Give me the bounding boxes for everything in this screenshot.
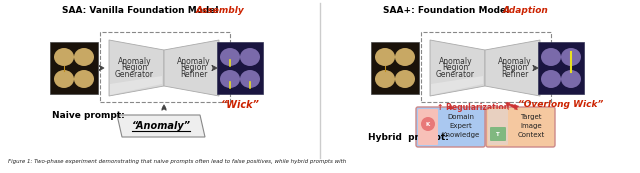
Text: Region: Region (442, 63, 468, 72)
Bar (371, 42, 419, 94)
Ellipse shape (541, 48, 561, 66)
Text: Region: Region (180, 63, 207, 72)
Ellipse shape (220, 48, 240, 66)
Circle shape (421, 117, 435, 131)
Polygon shape (430, 40, 485, 96)
Text: SAA: Vanilla Foundation Model: SAA: Vanilla Foundation Model (62, 6, 222, 15)
FancyBboxPatch shape (488, 109, 508, 145)
Text: Expert: Expert (450, 123, 472, 129)
Text: “Anomaly”: “Anomaly” (131, 121, 191, 131)
FancyBboxPatch shape (486, 107, 555, 147)
Ellipse shape (240, 70, 260, 88)
Text: Adaption: Adaption (502, 6, 548, 15)
Polygon shape (117, 115, 205, 137)
Polygon shape (110, 76, 162, 95)
Text: Anomaly: Anomaly (438, 57, 472, 66)
FancyBboxPatch shape (416, 107, 485, 147)
Ellipse shape (541, 70, 561, 88)
Text: Anomaly: Anomaly (177, 57, 211, 66)
Bar (538, 42, 584, 94)
Text: T: T (496, 131, 500, 136)
Text: Region: Region (122, 63, 148, 72)
Text: Anomaly: Anomaly (118, 57, 151, 66)
Text: SAA+: Foundation Model: SAA+: Foundation Model (383, 6, 513, 15)
Polygon shape (109, 40, 164, 96)
Polygon shape (164, 40, 219, 96)
Ellipse shape (395, 70, 415, 88)
Text: Figure 1: Two-phase experiment demonstrating that naive prompts often lead to fa: Figure 1: Two-phase experiment demonstra… (8, 160, 346, 165)
Text: Refiner: Refiner (180, 70, 207, 79)
Ellipse shape (240, 48, 260, 66)
Ellipse shape (375, 70, 395, 88)
Ellipse shape (395, 48, 415, 66)
FancyBboxPatch shape (490, 127, 506, 141)
Text: Region: Region (501, 63, 527, 72)
Ellipse shape (74, 48, 94, 66)
Text: Image: Image (520, 123, 542, 129)
Text: ↑ Regularization ↑: ↑ Regularization ↑ (437, 102, 518, 112)
Bar (50, 42, 98, 94)
Text: Context: Context (517, 132, 545, 138)
Text: K: K (426, 121, 430, 126)
Polygon shape (431, 76, 483, 95)
Ellipse shape (54, 70, 74, 88)
Text: Domain: Domain (447, 114, 474, 120)
Text: Anomaly: Anomaly (498, 57, 531, 66)
Text: Refiner: Refiner (501, 70, 528, 79)
Text: Target: Target (520, 114, 541, 120)
Text: “Wick”: “Wick” (221, 100, 259, 110)
Text: Generator: Generator (115, 70, 154, 79)
Ellipse shape (375, 48, 395, 66)
Text: Hybrid  prompt:: Hybrid prompt: (368, 134, 449, 143)
Ellipse shape (561, 70, 581, 88)
Text: Generator: Generator (436, 70, 475, 79)
Ellipse shape (54, 48, 74, 66)
Ellipse shape (74, 70, 94, 88)
Text: Naive prompt:: Naive prompt: (52, 111, 125, 120)
Text: Assembly: Assembly (196, 6, 244, 15)
FancyBboxPatch shape (418, 109, 438, 145)
Text: Knowledge: Knowledge (442, 132, 480, 138)
Ellipse shape (561, 48, 581, 66)
Text: “Overlong Wick”: “Overlong Wick” (518, 100, 604, 109)
Polygon shape (485, 40, 540, 96)
Ellipse shape (220, 70, 240, 88)
Bar (217, 42, 263, 94)
